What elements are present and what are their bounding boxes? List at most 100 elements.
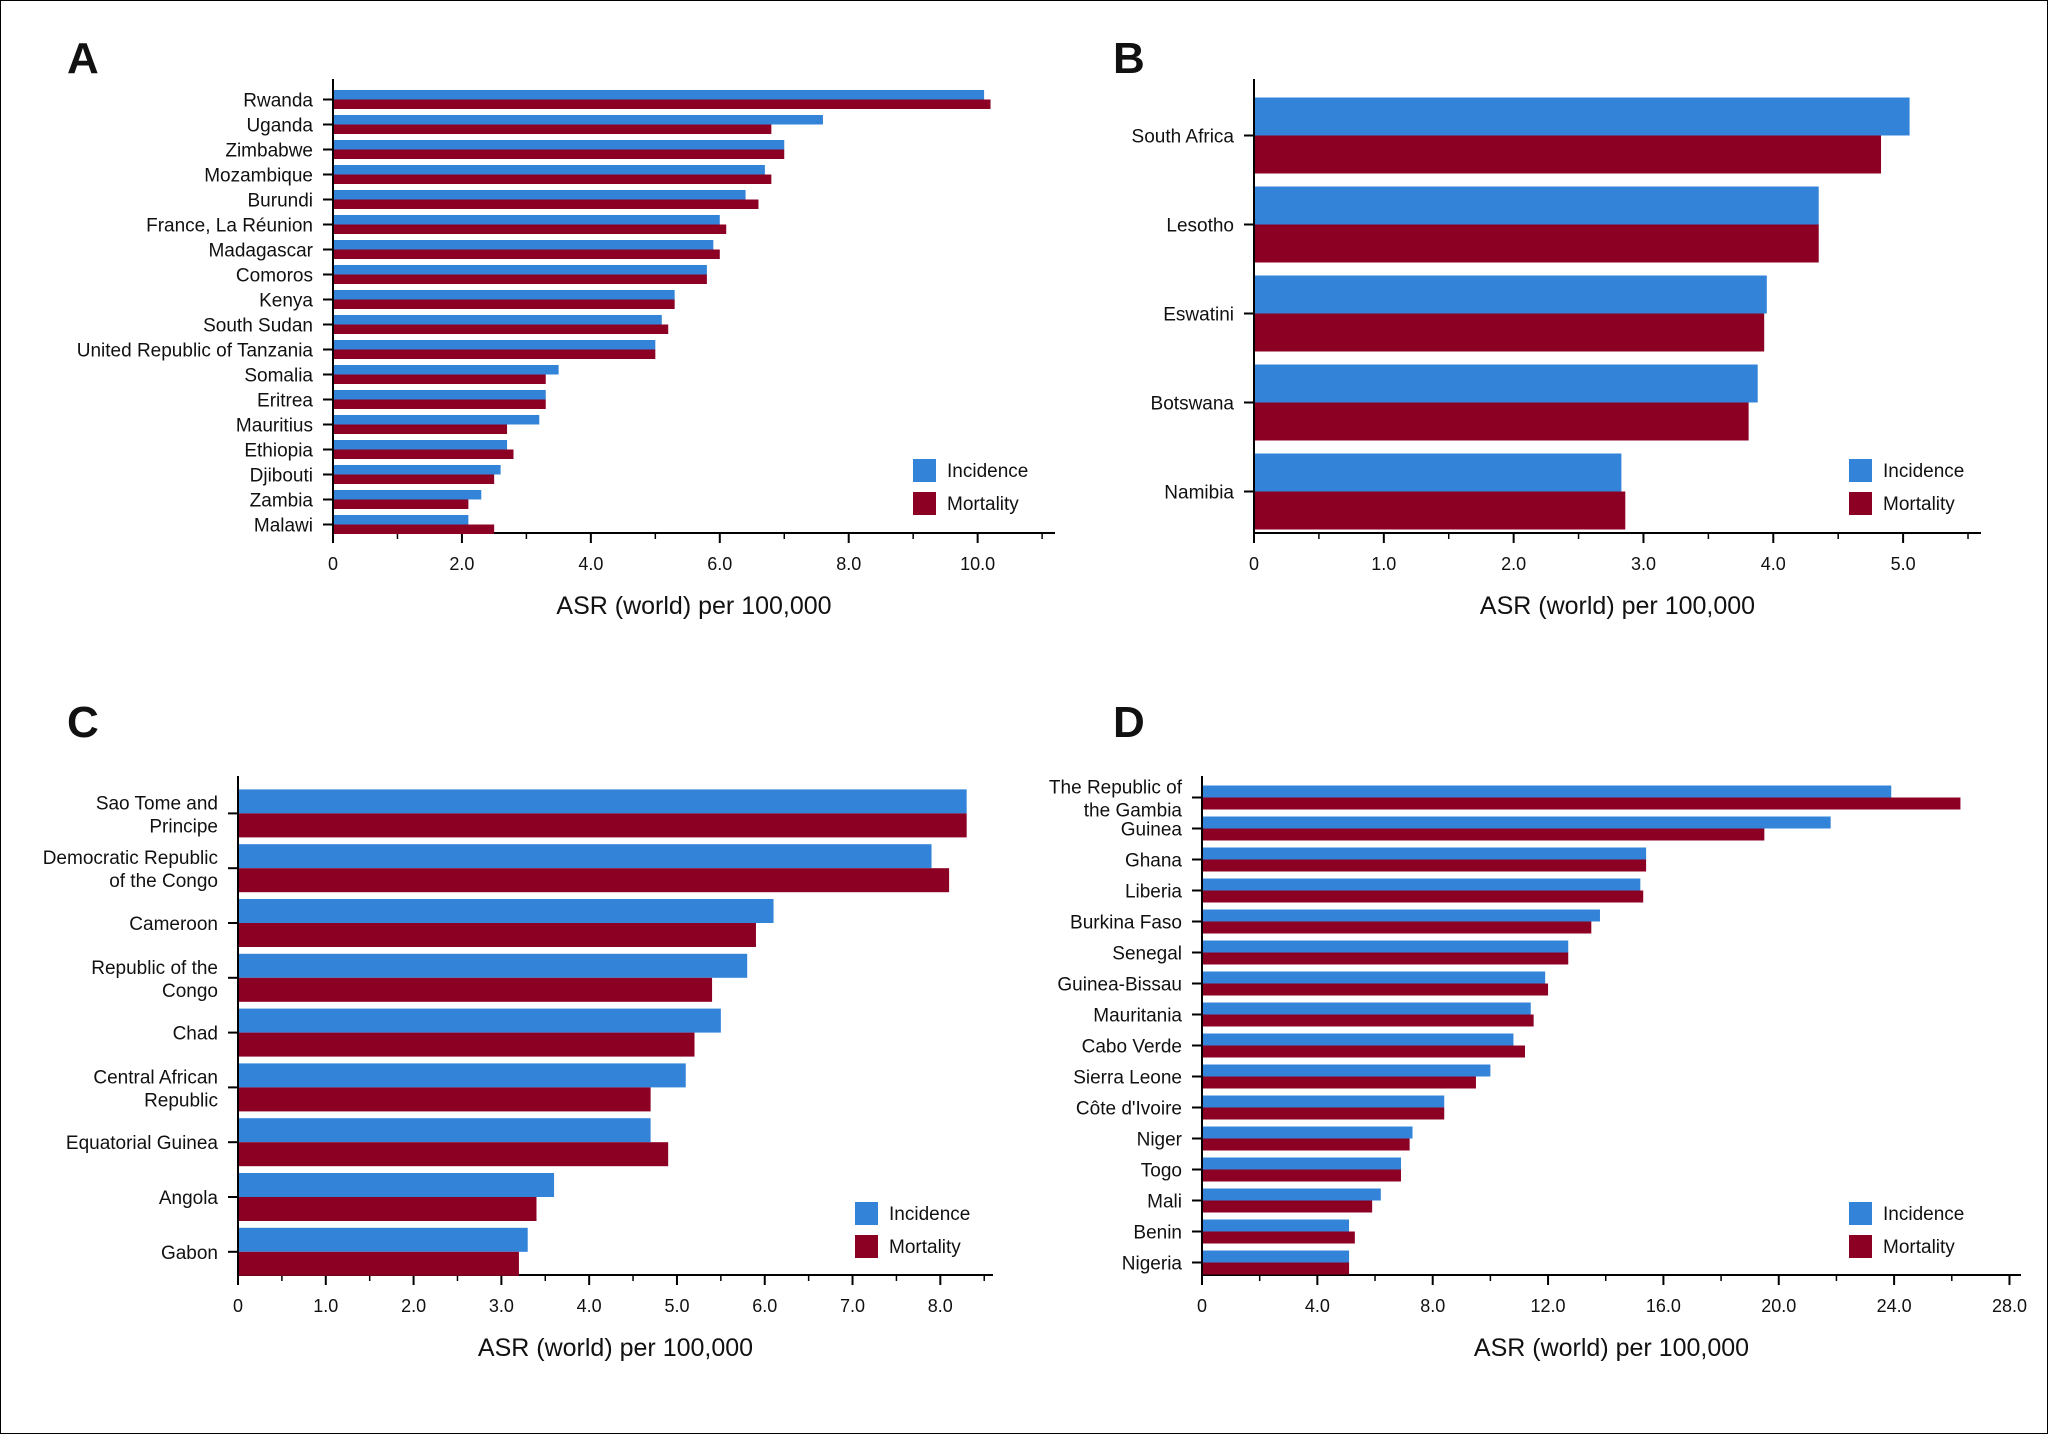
- bar-incidence: [1255, 364, 1758, 403]
- category-label: Botswana: [1151, 394, 1235, 415]
- category-label: Chad: [173, 1024, 218, 1045]
- x-tick-label: 4.0: [1305, 1296, 1330, 1316]
- x-tick-label: 4.0: [578, 554, 603, 574]
- bar-mortality: [334, 124, 772, 134]
- x-tick-label: 6.0: [752, 1296, 777, 1316]
- panel-letter: B: [1113, 34, 1145, 83]
- category-label: Niger: [1137, 1130, 1183, 1151]
- bar-mortality: [1203, 859, 1647, 872]
- category-label: Ghana: [1125, 851, 1182, 872]
- x-axis-title: ASR (world) per 100,000: [556, 592, 831, 620]
- category-label: Mauritius: [236, 416, 313, 437]
- bar-incidence: [334, 440, 508, 450]
- bar-incidence: [239, 953, 748, 978]
- bar-incidence: [1203, 971, 1546, 984]
- bar-incidence: [239, 1173, 555, 1197]
- bar-incidence: [334, 415, 540, 425]
- bar-incidence: [334, 265, 707, 275]
- category-label: Republic of the: [91, 958, 218, 979]
- bar-incidence: [334, 190, 746, 200]
- legend-swatch-mortality: [855, 1235, 878, 1258]
- bar-mortality: [239, 1142, 669, 1167]
- bar-mortality: [1203, 1107, 1445, 1120]
- category-label: Mali: [1147, 1192, 1182, 1213]
- bar-mortality: [334, 474, 495, 484]
- bar-mortality: [334, 399, 546, 409]
- bar-incidence: [1203, 1064, 1491, 1077]
- category-label: Sao Tome and: [96, 793, 218, 814]
- category-label: Central African: [93, 1067, 218, 1088]
- x-tick-label: 0: [1249, 554, 1259, 574]
- category-label: Burkina Faso: [1070, 913, 1182, 934]
- bar-mortality: [334, 324, 669, 334]
- bar-mortality: [334, 499, 469, 509]
- x-tick-label: 4.0: [577, 1296, 602, 1316]
- bar-mortality: [334, 424, 508, 434]
- bar-mortality: [239, 923, 756, 947]
- bar-mortality: [334, 149, 785, 159]
- chart-panel-d: D 0 4.0 8.0 12.0 16.0 20.0 24.0 28.0 ASR (world) …: [1049, 698, 2027, 1362]
- x-axis-title: ASR (world) per 100,000: [478, 1334, 753, 1362]
- bar-incidence: [334, 340, 656, 350]
- bar-incidence: [239, 1063, 686, 1088]
- bar-mortality: [334, 199, 759, 209]
- bar-incidence: [1203, 816, 1831, 829]
- category-label: Liberia: [1125, 882, 1182, 903]
- bar-incidence: [334, 465, 501, 475]
- legend-label-incidence: Incidence: [1883, 461, 1964, 482]
- legend-swatch-incidence: [913, 459, 936, 482]
- bar-mortality: [1203, 1169, 1401, 1182]
- bar-mortality: [239, 1197, 537, 1221]
- bar-incidence: [1255, 275, 1767, 314]
- bar-mortality: [1203, 890, 1644, 903]
- bar-incidence: [1203, 1219, 1350, 1232]
- bar-mortality: [1203, 1262, 1350, 1275]
- bar-incidence: [1203, 1002, 1531, 1015]
- bar-incidence: [334, 365, 559, 375]
- category-label: Namibia: [1164, 483, 1234, 504]
- panel-letter: A: [67, 34, 99, 83]
- legend-label-mortality: Mortality: [947, 494, 1019, 515]
- bar-incidence: [334, 90, 985, 100]
- bar-incidence: [1203, 878, 1641, 891]
- x-tick-label: 4.0: [1761, 554, 1786, 574]
- legend-swatch-incidence: [855, 1202, 878, 1225]
- category-label: Côte d'Ivoire: [1076, 1099, 1182, 1120]
- x-tick-label: 2.0: [449, 554, 474, 574]
- bar-incidence: [334, 390, 546, 400]
- x-tick-label: 0: [328, 554, 338, 574]
- bar-mortality: [1203, 1200, 1373, 1213]
- bar-incidence: [1203, 1157, 1401, 1170]
- bar-incidence: [1203, 940, 1569, 953]
- bar-incidence: [239, 1118, 651, 1143]
- category-label: Gabon: [161, 1243, 218, 1264]
- bar-mortality: [334, 174, 772, 184]
- category-label: Guinea: [1121, 820, 1183, 841]
- bar-mortality: [334, 274, 707, 284]
- bar-mortality: [1203, 1231, 1355, 1244]
- bar-incidence: [334, 315, 662, 325]
- legend-swatch-mortality: [1849, 492, 1872, 515]
- bar-mortality: [239, 1087, 651, 1112]
- bar-mortality: [1203, 1138, 1410, 1151]
- bar-mortality: [334, 224, 727, 234]
- category-label: Zambia: [250, 491, 314, 512]
- bar-mortality: [334, 99, 991, 109]
- bar-incidence: [239, 1227, 528, 1252]
- x-tick-label: 28.0: [1992, 1296, 2027, 1316]
- bar-mortality: [1255, 224, 1819, 263]
- category-label: Eritrea: [257, 391, 313, 412]
- chart-panel-b: B 0 1.0 2.0 3.0 4.0 5.0 ASR (world) per 100,000…: [1113, 34, 1981, 620]
- bar-mortality: [1203, 921, 1592, 934]
- category-label: Malawi: [254, 516, 313, 537]
- bar-incidence: [1203, 1126, 1413, 1139]
- bar-incidence: [1255, 453, 1622, 492]
- legend-swatch-incidence: [1849, 1202, 1872, 1225]
- x-tick-label: 0: [233, 1296, 243, 1316]
- category-label: Comoros: [236, 266, 313, 287]
- bar-mortality: [334, 449, 514, 459]
- legend-label-mortality: Mortality: [1883, 494, 1955, 515]
- bar-incidence: [1255, 186, 1819, 225]
- x-axis-title: ASR (world) per 100,000: [1474, 1334, 1749, 1362]
- category-label: Nigeria: [1122, 1254, 1183, 1275]
